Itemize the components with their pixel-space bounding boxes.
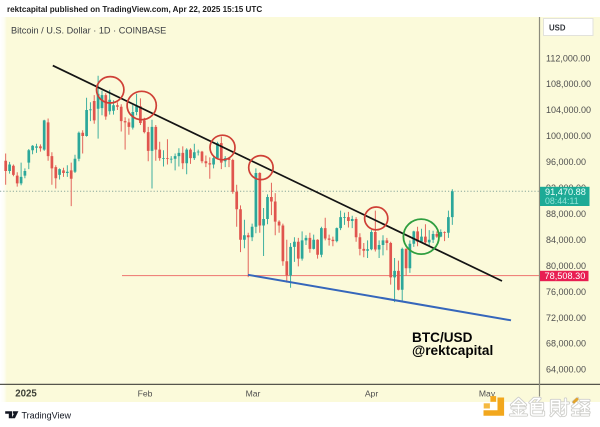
svg-text:08:44:11: 08:44:11 [545,196,579,206]
svg-text:Bitcoin / U.S. Dollar · 1D · C: Bitcoin / U.S. Dollar · 1D · COINBASE [11,26,166,36]
svg-text:100,000.00: 100,000.00 [546,131,591,141]
svg-text:96,000.00: 96,000.00 [546,157,586,167]
svg-text:@rektcapital: @rektcapital [412,343,493,358]
svg-text:78,508.30: 78,508.30 [545,271,586,281]
svg-text:USD: USD [549,24,566,33]
svg-text:May: May [479,388,496,398]
svg-text:112,000.00: 112,000.00 [546,53,590,63]
svg-text:TradingView: TradingView [22,410,72,420]
svg-text:BTC/USD: BTC/USD [412,330,473,345]
svg-text:108,000.00: 108,000.00 [546,79,591,89]
svg-text:76,000.00: 76,000.00 [546,287,586,297]
svg-text:84,000.00: 84,000.00 [546,235,586,245]
svg-text:91,470.88: 91,470.88 [545,187,586,197]
svg-text:80,000.00: 80,000.00 [546,261,586,271]
svg-text:64,000.00: 64,000.00 [546,365,586,375]
svg-text:104,000.00: 104,000.00 [546,105,591,115]
svg-text:rektcapital published on Tradi: rektcapital published on TradingView.com… [7,5,262,14]
svg-text:72,000.00: 72,000.00 [546,313,586,323]
svg-text:88,000.00: 88,000.00 [546,209,586,219]
svg-text:Feb: Feb [138,388,153,398]
svg-text:Mar: Mar [246,388,261,398]
svg-text:2025: 2025 [15,388,37,399]
svg-text:68,000.00: 68,000.00 [546,339,586,349]
svg-text:Apr: Apr [365,388,379,398]
